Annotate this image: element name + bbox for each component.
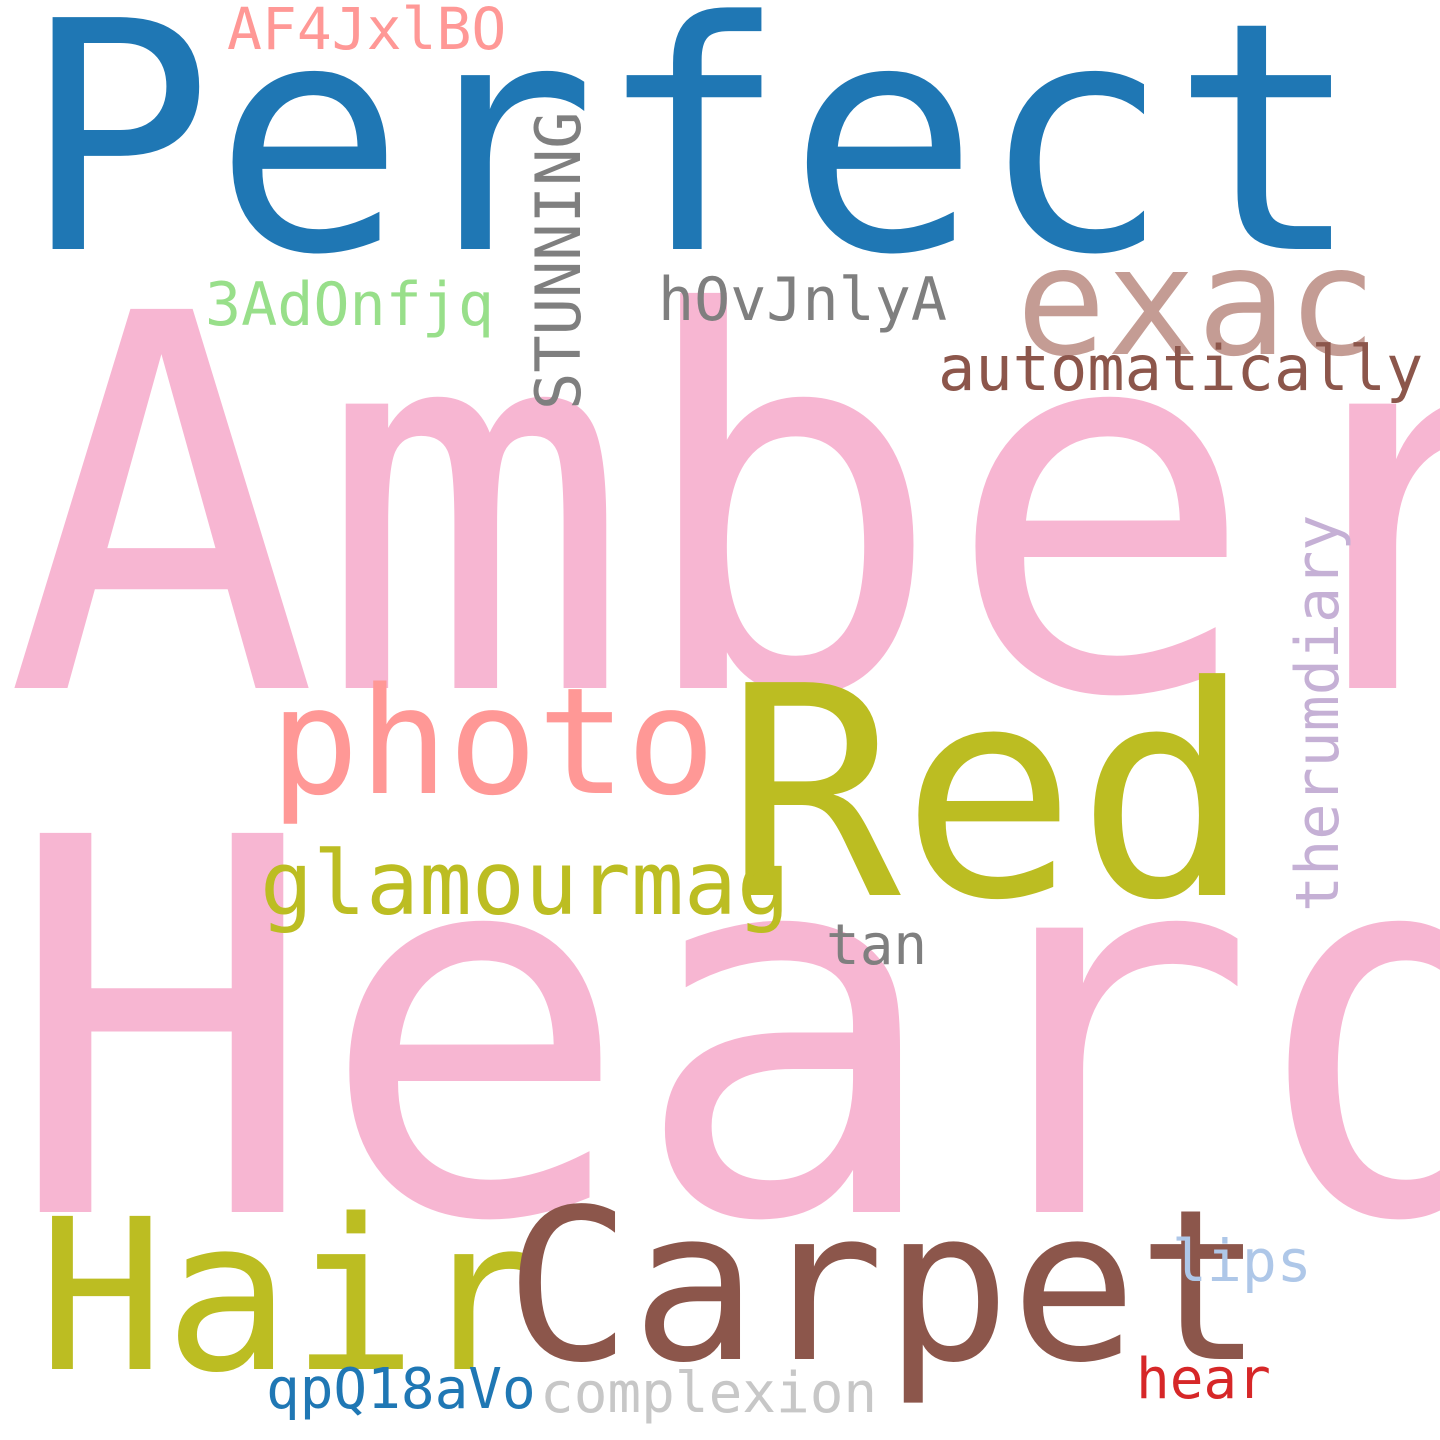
word-qpq18avo: qpQ18aVo <box>266 1357 536 1422</box>
word-exac: exac <box>1016 216 1378 390</box>
word-hear: hear <box>1136 1347 1271 1412</box>
word-photo: photo <box>270 656 716 828</box>
word-hair: Hair <box>38 1174 544 1419</box>
word-tan: tan <box>826 913 928 978</box>
word-stunning: STUNNING <box>522 111 595 410</box>
word-hovjnlya: hOvJnlyA <box>658 265 947 335</box>
word-lips: lips <box>1172 1227 1312 1295</box>
word-therumdiary: therumdiary <box>1283 514 1353 912</box>
word-carpet: Carpet <box>505 1164 1264 1409</box>
word-automatically: automatically <box>938 332 1424 405</box>
word-perfect: Perfect <box>22 0 1363 324</box>
word-3adonfjq: 3AdOnfjq <box>205 270 494 340</box>
word-amber: Amber <box>5 205 1440 811</box>
word-complexion: complexion <box>540 1361 878 1426</box>
word-red: Red <box>725 624 1253 964</box>
word-af4jxlbo: AF4JxlBO <box>227 0 507 63</box>
word-heard: Heard <box>5 729 1440 1335</box>
word-glamourmag: glamourmag <box>260 832 790 935</box>
